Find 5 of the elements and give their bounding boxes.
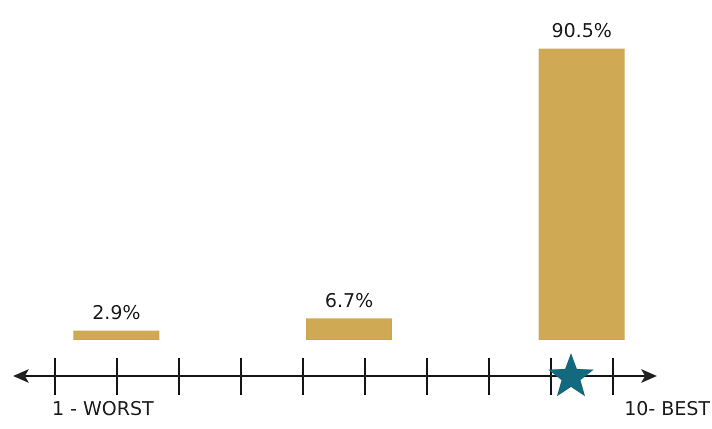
text: 10- BEST — [624, 398, 710, 420]
data-label: 6.7% — [324, 290, 374, 312]
text: 1 - WORST — [52, 398, 154, 420]
data-label: 2.9% — [92, 302, 140, 324]
data-label: 90.5% — [551, 20, 612, 42]
